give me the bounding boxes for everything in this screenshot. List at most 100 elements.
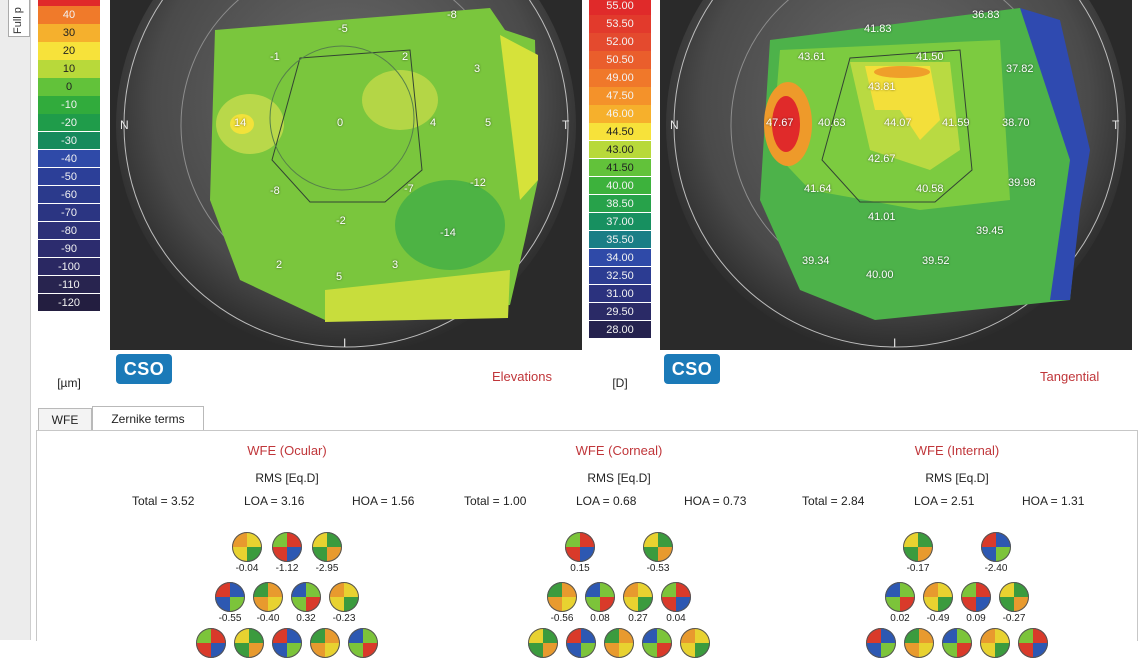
elevation-map-value: -8 bbox=[270, 185, 280, 197]
tangential-map-value: 41.83 bbox=[864, 23, 892, 35]
tab-zernike-terms[interactable]: Zernike terms bbox=[92, 406, 204, 431]
tangential-map-value: 36.83 bbox=[972, 9, 1000, 21]
tangential-scale-swatch: 43.00 bbox=[589, 140, 651, 159]
wfe-group-rms-label: RMS [Eq.D] bbox=[587, 471, 651, 485]
zernike-term-value: 0.09 bbox=[966, 613, 986, 624]
zernike-term-disc[interactable] bbox=[329, 582, 359, 612]
tangential-scale-swatch: 28.00 bbox=[589, 320, 651, 339]
cso-logo-elevation: CSO bbox=[116, 354, 172, 384]
tab-wfe[interactable]: WFE bbox=[38, 408, 92, 431]
tangential-map-value: 42.67 bbox=[868, 153, 896, 165]
zernike-term-value: -0.23 bbox=[332, 613, 356, 624]
zernike-term-disc[interactable] bbox=[923, 582, 953, 612]
wfe-group-title: WFE (Internal) bbox=[914, 443, 1000, 458]
zernike-term-disc[interactable] bbox=[999, 582, 1029, 612]
elevation-scale-swatch: 10 bbox=[38, 59, 100, 78]
zernike-term-disc[interactable] bbox=[885, 582, 915, 612]
zernike-term-disc[interactable] bbox=[981, 532, 1011, 562]
zernike-term-disc[interactable] bbox=[547, 582, 577, 612]
elevation-scale-swatch: -70 bbox=[38, 203, 100, 222]
zernike-term-disc[interactable] bbox=[528, 628, 558, 658]
wfe-loa-value: LOA = 0.68 bbox=[576, 494, 637, 508]
elevation-scale-swatch: 50 bbox=[38, 0, 100, 6]
elevation-map-value: 0 bbox=[337, 117, 344, 129]
tangential-map-value: 37.82 bbox=[1006, 63, 1034, 75]
zernike-term-value: 0.02 bbox=[890, 613, 910, 624]
zernike-term-disc[interactable] bbox=[661, 582, 691, 612]
tangential-scale-swatch: 49.00 bbox=[589, 68, 651, 87]
zernike-term-disc[interactable] bbox=[312, 532, 342, 562]
elevation-scale-swatch: -50 bbox=[38, 167, 100, 186]
zernike-term-disc[interactable] bbox=[253, 582, 283, 612]
zernike-term-disc[interactable] bbox=[903, 532, 933, 562]
zernike-term-value: 0.08 bbox=[590, 613, 610, 624]
elevation-scale-unit: [µm] bbox=[57, 376, 81, 390]
elevation-scale-swatch: -80 bbox=[38, 221, 100, 240]
tangential-scale-swatch: 50.50 bbox=[589, 50, 651, 69]
elevation-map-value: 5 bbox=[336, 271, 343, 283]
zernike-term-disc[interactable] bbox=[566, 628, 596, 658]
elevation-temporal-label: T bbox=[562, 118, 570, 132]
tangential-map-value: 47.67 bbox=[766, 117, 794, 129]
zernike-terms-panel: WFE (Ocular) RMS [Eq.D] Total = 3.52 LOA = … bbox=[36, 430, 1138, 658]
elevation-map-value: -8 bbox=[447, 9, 457, 21]
zernike-term-disc[interactable] bbox=[585, 582, 615, 612]
zernike-term-disc[interactable] bbox=[310, 628, 340, 658]
tangential-map-value: 40.58 bbox=[916, 183, 944, 195]
side-tab-full[interactable]: Full p bbox=[8, 0, 30, 37]
wfe-loa-value: LOA = 2.51 bbox=[914, 494, 975, 508]
elevation-scale-swatch: -60 bbox=[38, 185, 100, 204]
zernike-term-disc[interactable] bbox=[565, 532, 595, 562]
tangential-inferior-label: I bbox=[893, 336, 897, 350]
elevation-scale-swatch: -20 bbox=[38, 113, 100, 132]
zernike-term-disc[interactable] bbox=[642, 628, 672, 658]
zernike-term-disc[interactable] bbox=[234, 628, 264, 658]
zernike-term-disc[interactable] bbox=[1018, 628, 1048, 658]
elevation-map-value: -1 bbox=[270, 51, 280, 63]
tangential-map[interactable]: 41.83 36.83 43.61 41.50 37.82 43.81 47.67 40.63… bbox=[660, 0, 1132, 350]
zernike-term-disc[interactable] bbox=[680, 628, 710, 658]
elevation-map-value: -14 bbox=[440, 227, 456, 239]
zernike-term-disc[interactable] bbox=[980, 628, 1010, 658]
zernike-term-disc[interactable] bbox=[215, 582, 245, 612]
tangential-map-value: 39.52 bbox=[922, 255, 950, 267]
zernike-term-disc[interactable] bbox=[291, 582, 321, 612]
tangential-map-value: 40.00 bbox=[866, 269, 894, 281]
elevation-scale-swatch: -40 bbox=[38, 149, 100, 168]
zernike-term-value: 0.27 bbox=[628, 613, 648, 624]
tangential-map-value: 39.34 bbox=[802, 255, 830, 267]
zernike-term-value: -0.04 bbox=[235, 563, 259, 574]
elevation-map-value: 5 bbox=[485, 117, 492, 129]
tangential-scale-swatch: 34.00 bbox=[589, 248, 651, 267]
zernike-term-value: -0.49 bbox=[926, 613, 950, 624]
elevation-scale-swatch: -110 bbox=[38, 275, 100, 294]
zernike-term-value: -0.55 bbox=[218, 613, 242, 624]
elevation-map[interactable]: -5 -8 -1 2 3 14 0 4 5 -8 -7 -12 -2 -14 2 3 5 N T I bbox=[110, 0, 582, 350]
zernike-term-disc[interactable] bbox=[272, 628, 302, 658]
wfe-loa-value: LOA = 3.16 bbox=[244, 494, 305, 508]
elevation-map-title: Elevations bbox=[492, 369, 552, 384]
zernike-term-disc[interactable] bbox=[623, 582, 653, 612]
tangential-map-value: 38.70 bbox=[1002, 117, 1030, 129]
zernike-term-disc[interactable] bbox=[961, 582, 991, 612]
elevation-scale-swatch: 40 bbox=[38, 5, 100, 24]
elevation-scale-swatch: 30 bbox=[38, 23, 100, 42]
zernike-term-value: -0.56 bbox=[550, 613, 574, 624]
zernike-term-disc[interactable] bbox=[904, 628, 934, 658]
wfe-hoa-value: HOA = 1.56 bbox=[352, 494, 415, 508]
elevation-map-value: 4 bbox=[430, 117, 437, 129]
wfe-total-value: Total = 2.84 bbox=[802, 494, 865, 508]
elevation-scale-swatch: -90 bbox=[38, 239, 100, 258]
zernike-term-disc[interactable] bbox=[942, 628, 972, 658]
zernike-term-disc[interactable] bbox=[604, 628, 634, 658]
zernike-term-value: 0.04 bbox=[666, 613, 686, 624]
elevation-scale-swatch: -100 bbox=[38, 257, 100, 276]
zernike-term-disc[interactable] bbox=[866, 628, 896, 658]
zernike-term-disc[interactable] bbox=[272, 532, 302, 562]
zernike-term-disc[interactable] bbox=[348, 628, 378, 658]
zernike-term-disc[interactable] bbox=[232, 532, 262, 562]
tangential-map-value: 41.50 bbox=[916, 51, 944, 63]
wfe-group-title: WFE (Corneal) bbox=[575, 443, 663, 458]
zernike-term-disc[interactable] bbox=[643, 532, 673, 562]
zernike-term-disc[interactable] bbox=[196, 628, 226, 658]
